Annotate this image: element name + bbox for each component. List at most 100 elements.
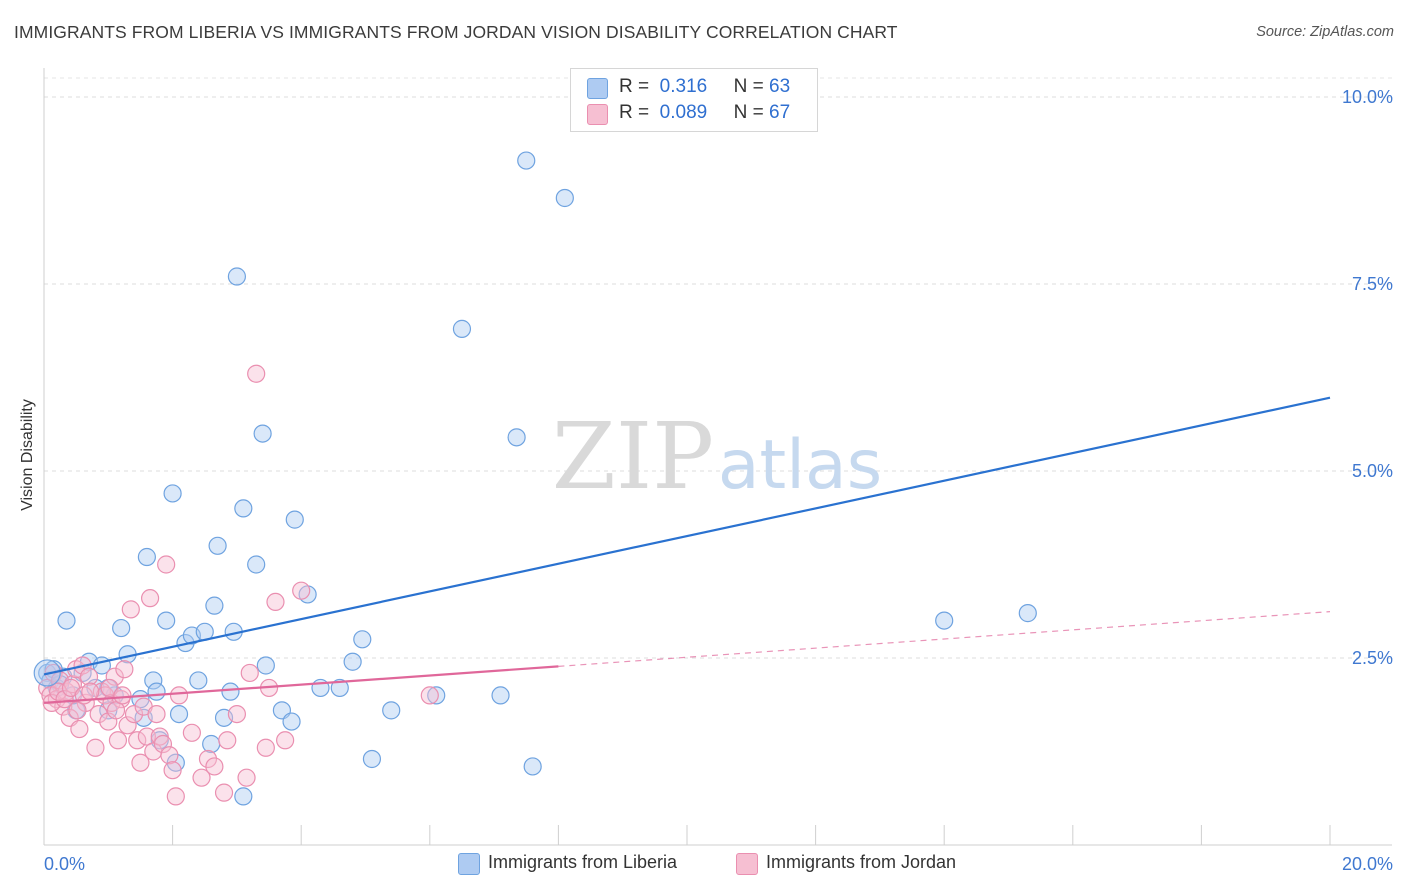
point-jordan (160, 746, 179, 765)
point-jordan (240, 663, 259, 683)
point-liberia (353, 630, 372, 649)
point-liberia (452, 319, 472, 338)
point-jordan (276, 731, 295, 750)
trend-line-liberia (43, 396, 1331, 676)
point-jordan (131, 753, 150, 772)
legend-n-value: 67 (769, 102, 791, 123)
gridlines (44, 77, 1392, 659)
point-jordan (124, 704, 144, 724)
legend-n-value: 63 (769, 76, 791, 97)
point-liberia (343, 652, 362, 671)
point-liberia (227, 267, 246, 286)
point-jordan (182, 723, 201, 742)
point-jordan (157, 555, 176, 574)
point-jordan (81, 682, 100, 701)
point-jordan (113, 686, 132, 705)
point-jordan (205, 757, 224, 776)
trend-line-jordan-dashed (558, 611, 1331, 667)
legend-swatch-jordan (587, 104, 608, 125)
point-jordan (121, 600, 140, 619)
point-liberia (491, 686, 510, 705)
legend-r-value: 0.089 (659, 102, 708, 123)
point-liberia (282, 712, 301, 731)
data-points (33, 151, 1037, 806)
point-liberia (1018, 604, 1037, 623)
y-tick-label: 2.5% (1352, 648, 1393, 668)
point-jordan (247, 364, 266, 383)
point-jordan (68, 701, 87, 720)
y-tick-label: 10.0% (1342, 87, 1393, 107)
point-jordan (55, 690, 74, 709)
point-jordan (227, 704, 246, 724)
legend-text-jordan: R = 0.089 N = 67 (619, 102, 790, 124)
chart-title: IMMIGRANTS FROM LIBERIA VS IMMIGRANTS FR… (14, 22, 898, 42)
point-liberia (137, 547, 156, 567)
watermark-atlas: atlas (718, 426, 882, 505)
x-tick-label-min: 0.0% (44, 854, 85, 874)
point-jordan (70, 719, 89, 739)
point-jordan (420, 686, 439, 705)
point-liberia (382, 701, 401, 720)
bottom-legend-label-liberia: Immigrants from Liberia (488, 852, 678, 872)
bottom-legend-swatch-jordan (736, 853, 758, 875)
bottom-legend-swatch-liberia (458, 853, 480, 875)
point-jordan (256, 738, 275, 757)
point-jordan (163, 761, 182, 780)
point-jordan (79, 667, 99, 686)
point-jordan (192, 768, 211, 787)
point-liberia (330, 678, 349, 698)
y-tick-label: 7.5% (1352, 274, 1393, 294)
legend-text-liberia: R = 0.316 N = 63 (619, 76, 790, 98)
point-jordan (198, 749, 218, 769)
point-liberia (163, 484, 182, 503)
point-liberia (202, 734, 221, 754)
point-jordan (147, 704, 166, 724)
point-jordan (108, 731, 128, 750)
x-tick-label-max: 20.0% (1342, 854, 1393, 874)
watermark-zip: ZIP (552, 403, 714, 510)
point-liberia (157, 611, 176, 630)
y-tick-label: 5.0% (1352, 461, 1393, 481)
legend-r-label: R = (619, 76, 650, 97)
point-liberia (427, 686, 446, 705)
point-jordan (166, 787, 185, 806)
point-jordan (105, 667, 124, 686)
point-jordan (218, 731, 237, 750)
point-jordan (89, 704, 108, 724)
point-jordan (153, 734, 173, 754)
point-liberia (507, 428, 526, 447)
point-jordan (137, 727, 156, 746)
point-liberia (144, 671, 163, 690)
point-jordan (140, 589, 160, 608)
point-liberia (189, 671, 208, 690)
point-jordan (292, 581, 311, 600)
point-liberia (523, 757, 542, 776)
legend-n-label: N = (733, 76, 764, 97)
point-jordan (118, 716, 137, 735)
point-liberia (221, 682, 240, 701)
correlation-legend: R = 0.316 N = 63 R = 0.089 N = 67 (570, 68, 818, 132)
point-liberia (234, 499, 253, 518)
point-liberia (208, 536, 227, 555)
point-liberia (147, 682, 166, 701)
bottom-legend-label-jordan: Immigrants from Jordan (766, 852, 957, 872)
axes (43, 68, 1392, 846)
point-liberia (57, 611, 76, 630)
point-liberia (256, 656, 275, 675)
point-liberia (234, 787, 253, 806)
point-jordan (106, 701, 126, 720)
legend-r-label: R = (619, 102, 650, 123)
point-liberia (112, 618, 131, 638)
tick-labels: 2.5% 5.0% 7.5% 10.0% 0.0% 20.0% (44, 87, 1393, 874)
point-jordan (86, 738, 105, 757)
point-liberia (253, 424, 272, 443)
legend-r-value: 0.316 (659, 76, 708, 97)
trend-lines (43, 396, 1331, 704)
point-liberia (935, 611, 954, 630)
point-liberia (247, 555, 266, 574)
trend-line-jordan-solid (43, 665, 559, 704)
point-jordan (237, 768, 256, 787)
legend-swatch-liberia (587, 78, 608, 99)
zipatlas-watermark: ZIP atlas (552, 403, 882, 510)
